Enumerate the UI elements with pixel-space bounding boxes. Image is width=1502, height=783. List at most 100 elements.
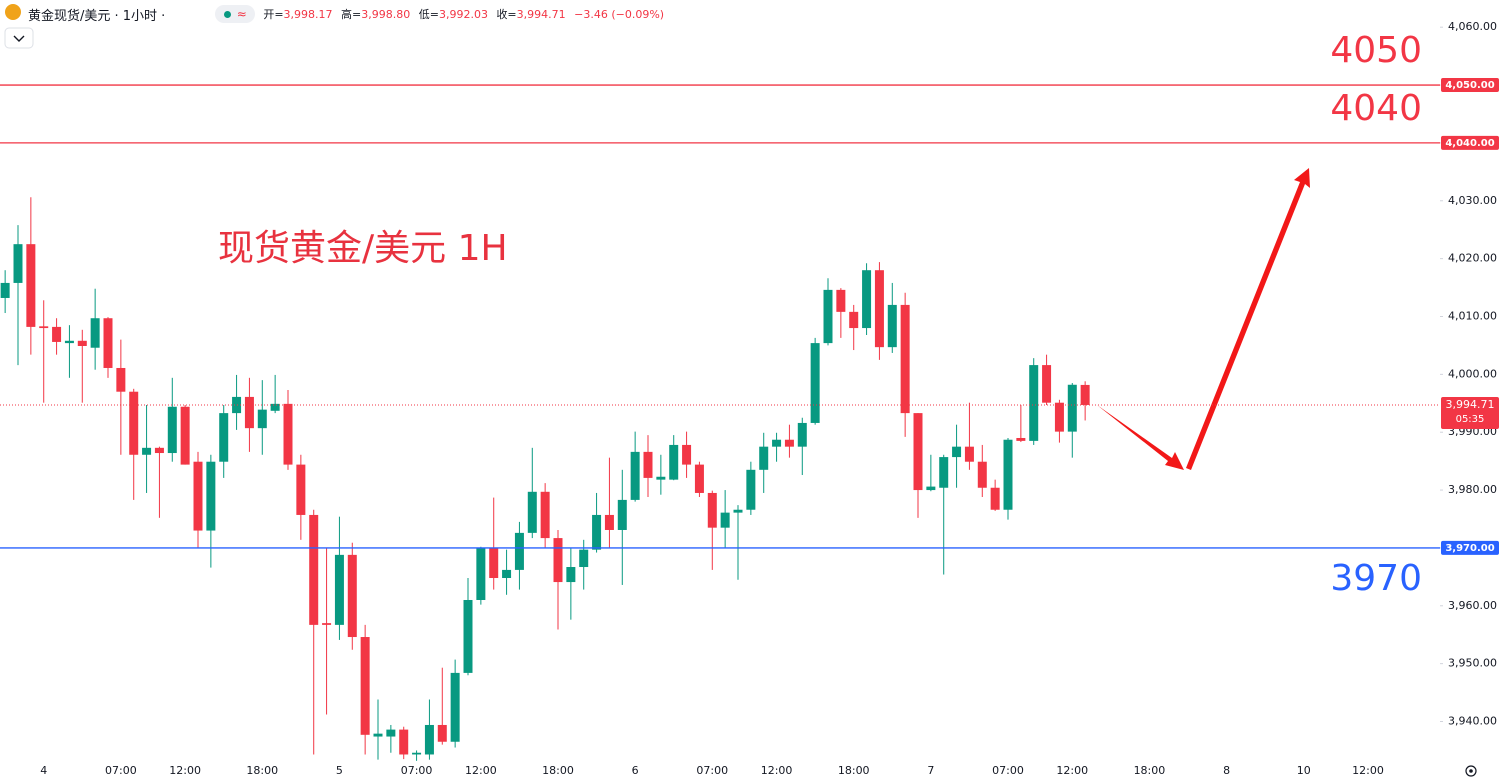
candle-body [360,637,370,735]
candle-body [283,403,293,465]
arrow-up [1186,168,1310,470]
candle-body [540,491,550,539]
price-line-label-box [1441,135,1499,150]
candle-body [142,447,152,455]
candle-body [939,457,949,488]
candle-body [990,487,1000,510]
candle-body [257,409,267,429]
y-tick-label: 4,060.00 [1448,20,1497,33]
logo [5,4,21,20]
candle-body [952,446,962,458]
price-line-label: 3,970.00 [1445,543,1494,554]
candle-body [592,514,602,550]
candle-body [849,311,859,329]
price-line-annotation: 4040 [1330,88,1422,129]
candle-body [154,447,164,454]
ohlc-value: 3,998.17 [283,8,333,21]
candle-body [913,413,923,491]
candle-body [977,461,987,488]
candle-body [412,752,422,755]
candle-body [823,289,833,344]
symbol: 黄金现货/美元 · 1小时 · [28,8,166,24]
candle-body [463,599,473,673]
candle-body [527,491,537,533]
x-tick-label: 8 [1223,764,1230,777]
x-tick-label: 12:00 [169,764,201,777]
candle-body [437,724,447,742]
candle-body [26,244,36,327]
candle-body [682,444,692,465]
ohlc-value: 3,998.80 [361,8,411,21]
x-tick-label: 12:00 [1056,764,1088,777]
candle-body [39,326,49,329]
ohlc-label: 高= [341,8,362,21]
candle-body [784,439,794,447]
candle-body [746,469,756,510]
ohlc-label: 收= [496,8,517,21]
x-tick-label: 18:00 [246,764,278,777]
candle-body [424,724,434,755]
candle-body [373,733,383,737]
candle-body [836,289,846,312]
chevron [13,35,25,42]
candle-body [103,318,113,368]
candle-body [296,464,306,515]
candle-body [810,343,820,423]
candle-body [694,464,704,493]
last-price-box [1441,396,1499,429]
badge: ≈ [236,7,247,21]
candle-body [566,567,576,583]
candle-body [926,486,936,491]
collapse-button[interactable] [4,27,34,49]
y-tick-label: 3,980.00 [1448,483,1497,496]
candle-body [630,451,640,500]
last-price-label: 3,994.71 [1446,398,1495,411]
candle-body [129,391,139,455]
candle-body [77,340,87,346]
candle-body [64,340,74,344]
x-tick-label: 07:00 [105,764,137,777]
x-tick-label: 18:00 [1134,764,1166,777]
settings-icon-core [1469,769,1473,773]
y-tick-label: 4,030.00 [1448,194,1497,207]
x-tick-label: 5 [336,764,343,777]
candle-body [167,406,177,454]
status-pill[interactable]: ≈ [215,5,256,23]
candle-body [244,396,254,429]
x-tick-label: 18:00 [542,764,574,777]
candle-body [862,270,872,329]
chart-annotation: 现货黄金/美元 1H [218,228,508,269]
x-tick-label: 4 [40,764,47,777]
ohlc-label: 低= [418,8,439,21]
settings-icon[interactable] [1465,765,1477,777]
candle-body [116,367,126,392]
candle-body [900,304,910,414]
candle-body [1054,402,1064,432]
x-tick-label: 12:00 [1352,764,1384,777]
candle-body [1029,365,1039,441]
candle-body [90,318,100,348]
header: 黄金现货/美元 · 1小时 · ≈ 开=3,998.17 高=3,998.80 … [0,0,669,28]
status-dot [223,10,231,18]
candle-body [476,547,486,600]
x-tick-label: 07:00 [992,764,1024,777]
y-tick-label: 3,940.00 [1448,714,1497,727]
candle-body [720,512,730,528]
price-line-label-box [1441,78,1499,93]
countdown: 05:35 [1456,414,1485,425]
x-tick-label: 12:00 [465,764,497,777]
candle-body [604,514,614,530]
candle-body [617,499,627,530]
candle-body [219,413,229,462]
candle-body [13,244,23,283]
candle-body [772,439,782,447]
y-tick-label: 4,000.00 [1448,367,1497,380]
y-tick-label: 3,950.00 [1448,657,1497,670]
candle-body [579,549,589,568]
y-tick-label: 4,020.00 [1448,252,1497,265]
candle-body [270,403,280,411]
candle-body [553,538,563,583]
x-tick-label: 7 [927,764,934,777]
